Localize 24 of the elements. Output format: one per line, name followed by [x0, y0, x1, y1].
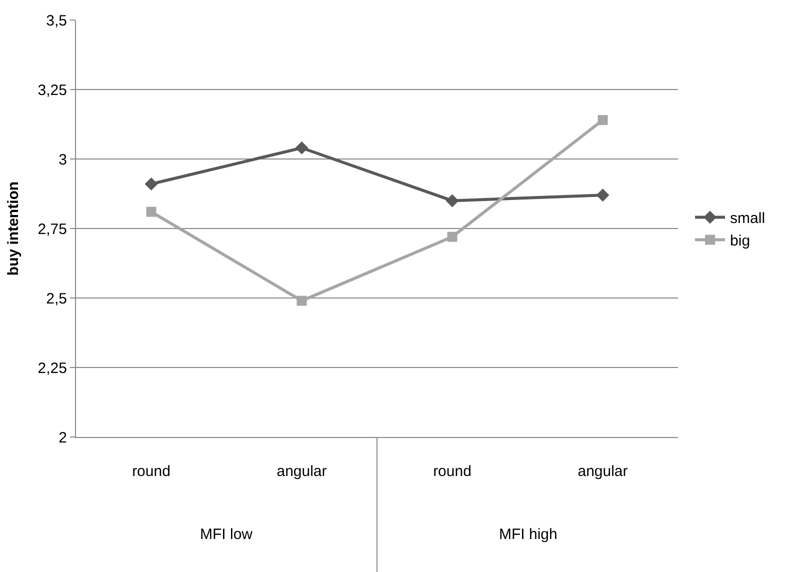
point [446, 194, 459, 208]
y-tick-label: 3,25 [38, 82, 67, 99]
y-tick-label: 2,25 [38, 360, 67, 377]
y-axis-title: buy intention [5, 181, 22, 276]
y-tick-label: 3 [58, 151, 67, 168]
point [296, 296, 307, 306]
y-tick-label: 2,5 [46, 290, 67, 308]
x-tick-label: round [132, 463, 170, 480]
point [144, 178, 158, 191]
text: MFI high [499, 526, 558, 543]
point [598, 115, 608, 126]
x-tick-label: round [433, 463, 472, 480]
point [146, 206, 156, 217]
y-tick-label: 2 [58, 429, 67, 446]
legend-label: small [730, 210, 766, 228]
y-tick-label: 3,5 [46, 12, 67, 30]
point [295, 141, 308, 154]
point [596, 188, 610, 202]
x-tick-label: angular [578, 463, 628, 480]
x-tick-label: angular [276, 463, 327, 480]
text: MFI low [200, 526, 253, 543]
legend-label: big [730, 232, 750, 250]
point [447, 232, 458, 242]
y-tick-label: 2,75 [38, 220, 67, 238]
